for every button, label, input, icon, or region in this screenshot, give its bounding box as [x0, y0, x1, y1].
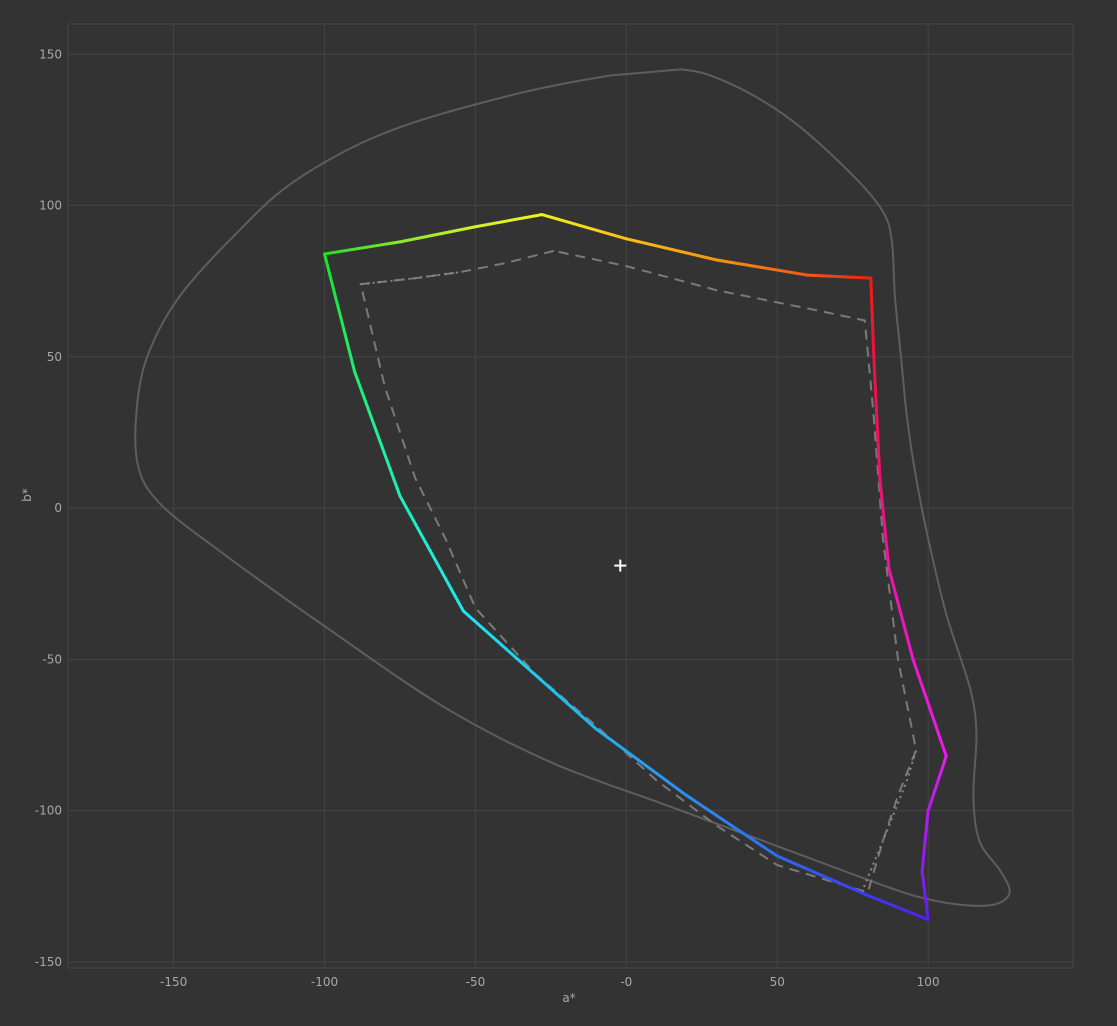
x-tick-label: -100 — [311, 975, 338, 989]
gamut-outline-segment — [872, 355, 882, 480]
dashed-gamut-line — [359, 249, 918, 894]
gamut-outline-segment — [398, 494, 465, 613]
x-tick-label: 50 — [770, 975, 785, 989]
gamut-outline-segment — [715, 258, 809, 277]
white-point-marker — [614, 559, 627, 572]
gamut-outline-segment — [926, 754, 948, 813]
gamut-outline-segment — [624, 237, 719, 262]
gamut-outline-segment — [911, 657, 948, 758]
reference-gamut-line — [134, 68, 1011, 907]
gamut-outline-segment — [887, 567, 915, 661]
x-axis-label: a* — [562, 991, 575, 1005]
grid — [68, 24, 1073, 968]
x-tick-label: 100 — [917, 975, 940, 989]
gamut-outline-segment — [869, 276, 876, 359]
y-tick-label: -100 — [35, 804, 62, 818]
gamut-outline-segment — [473, 213, 544, 229]
gamut-outline-segment — [398, 225, 477, 244]
dotted-top-left-line — [360, 271, 461, 286]
gamut-outline-segment — [878, 476, 891, 571]
x-tick-label: -0 — [620, 975, 632, 989]
x-tick-label: -150 — [160, 975, 187, 989]
y-axis-label: b* — [20, 488, 34, 502]
tick-layer: -150 -100 -50 -0 50 100 150 100 50 0 -50 -100 -150 — [35, 47, 940, 989]
gamut-outline-segment — [866, 893, 930, 922]
gamut-outline-segment — [685, 794, 779, 858]
y-tick-label: 50 — [47, 350, 62, 364]
gamut-outline-segment — [540, 213, 628, 241]
plot-area — [67, 23, 1074, 969]
gamut-outline-segment — [461, 609, 598, 731]
y-tick-label: -150 — [35, 955, 62, 969]
series-layer — [134, 68, 1011, 922]
gamut-outline-segment — [920, 869, 930, 922]
y-tick-label: 0 — [54, 501, 62, 515]
gamut-outline-segment — [594, 727, 689, 798]
gamut-outline-segment — [323, 252, 357, 374]
y-tick-label: -50 — [42, 652, 62, 666]
gamut-outline-segment — [775, 854, 870, 897]
gamut-outline-segment — [805, 273, 873, 280]
x-tick-label: -50 — [466, 975, 486, 989]
gamut-outline-segment — [323, 240, 402, 256]
y-tick-label: 100 — [39, 199, 62, 213]
gamut-outline-segment — [353, 370, 402, 498]
gamut-outline-segment — [920, 809, 930, 873]
y-tick-label: 150 — [39, 47, 62, 61]
